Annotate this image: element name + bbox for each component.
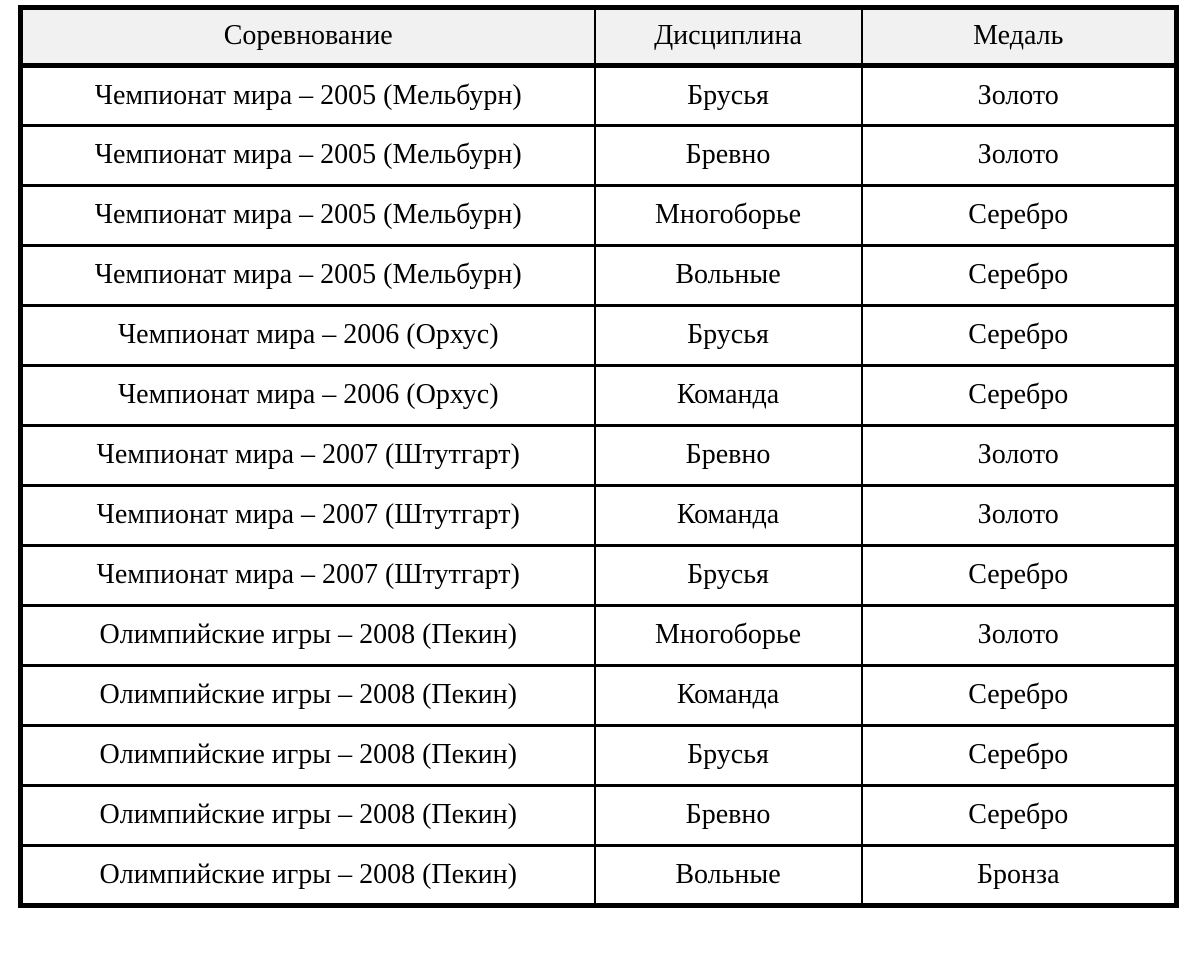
table-row: Олимпийские игры – 2008 (Пекин) Команда … — [20, 664, 1177, 726]
competition-cell: Чемпионат мира – 2007 (Штутгарт) — [20, 484, 595, 546]
table-row: Чемпионат мира – 2005 (Мельбурн) Бревно … — [20, 124, 1177, 186]
medal-cell: Золото — [860, 604, 1177, 666]
competition-cell: Олимпийские игры – 2008 (Пекин) — [20, 664, 595, 726]
table-header-row: Соревнование Дисциплина Медаль — [20, 7, 1177, 68]
medal-cell: Золото — [860, 65, 1177, 126]
table-row: Олимпийские игры – 2008 (Пекин) Бревно С… — [20, 784, 1177, 846]
competition-cell: Чемпионат мира – 2006 (Орхус) — [20, 364, 595, 426]
table-row: Чемпионат мира – 2006 (Орхус) Брусья Сер… — [20, 304, 1177, 366]
competition-cell: Чемпионат мира – 2005 (Мельбурн) — [20, 184, 595, 246]
discipline-cell: Вольные — [593, 244, 862, 306]
medal-cell: Золото — [860, 124, 1177, 186]
table-row: Чемпионат мира – 2007 (Штутгарт) Бревно … — [20, 424, 1177, 486]
table-row: Чемпионат мира – 2005 (Мельбурн) Многобо… — [20, 184, 1177, 246]
medal-cell: Серебро — [860, 304, 1177, 366]
competition-cell: Чемпионат мира – 2005 (Мельбурн) — [20, 65, 595, 126]
table-row: Олимпийские игры – 2008 (Пекин) Брусья С… — [20, 724, 1177, 786]
medal-cell: Серебро — [860, 364, 1177, 426]
competition-cell: Чемпионат мира – 2006 (Орхус) — [20, 304, 595, 366]
table-row: Чемпионат мира – 2007 (Штутгарт) Брусья … — [20, 544, 1177, 606]
discipline-cell: Бревно — [593, 784, 862, 846]
medal-cell: Бронза — [860, 844, 1177, 906]
discipline-cell: Брусья — [593, 724, 862, 786]
table-row: Чемпионат мира – 2005 (Мельбурн) Брусья … — [20, 65, 1177, 126]
competition-cell: Чемпионат мира – 2007 (Штутгарт) — [20, 544, 595, 606]
discipline-cell: Брусья — [593, 65, 862, 126]
medal-cell: Серебро — [860, 724, 1177, 786]
discipline-cell: Брусья — [593, 544, 862, 606]
table-row: Чемпионат мира – 2006 (Орхус) Команда Се… — [20, 364, 1177, 426]
competition-cell: Олимпийские игры – 2008 (Пекин) — [20, 844, 595, 906]
discipline-cell: Вольные — [593, 844, 862, 906]
table-row: Олимпийские игры – 2008 (Пекин) Вольные … — [20, 844, 1177, 906]
header-competition: Соревнование — [20, 7, 595, 68]
medal-cell: Серебро — [860, 784, 1177, 846]
discipline-cell: Бревно — [593, 424, 862, 486]
header-medal: Медаль — [860, 7, 1177, 68]
discipline-cell: Многоборье — [593, 604, 862, 666]
discipline-cell: Бревно — [593, 124, 862, 186]
discipline-cell: Брусья — [593, 304, 862, 366]
competition-cell: Чемпионат мира – 2005 (Мельбурн) — [20, 244, 595, 306]
discipline-cell: Команда — [593, 364, 862, 426]
medal-cell: Золото — [860, 484, 1177, 546]
competition-cell: Чемпионат мира – 2007 (Штутгарт) — [20, 424, 595, 486]
medal-cell: Серебро — [860, 184, 1177, 246]
medal-cell: Золото — [860, 424, 1177, 486]
competition-cell: Чемпионат мира – 2005 (Мельбурн) — [20, 124, 595, 186]
competition-cell: Олимпийские игры – 2008 (Пекин) — [20, 784, 595, 846]
medal-cell: Серебро — [860, 244, 1177, 306]
table-row: Чемпионат мира – 2007 (Штутгарт) Команда… — [20, 484, 1177, 546]
medals-table: Соревнование Дисциплина Медаль Чемпионат… — [18, 5, 1179, 908]
header-discipline: Дисциплина — [593, 7, 862, 68]
table-row: Олимпийские игры – 2008 (Пекин) Многобор… — [20, 604, 1177, 666]
competition-cell: Олимпийские игры – 2008 (Пекин) — [20, 604, 595, 666]
discipline-cell: Многоборье — [593, 184, 862, 246]
discipline-cell: Команда — [593, 664, 862, 726]
table-row: Чемпионат мира – 2005 (Мельбурн) Вольные… — [20, 244, 1177, 306]
medal-cell: Серебро — [860, 544, 1177, 606]
competition-cell: Олимпийские игры – 2008 (Пекин) — [20, 724, 595, 786]
medal-cell: Серебро — [860, 664, 1177, 726]
discipline-cell: Команда — [593, 484, 862, 546]
